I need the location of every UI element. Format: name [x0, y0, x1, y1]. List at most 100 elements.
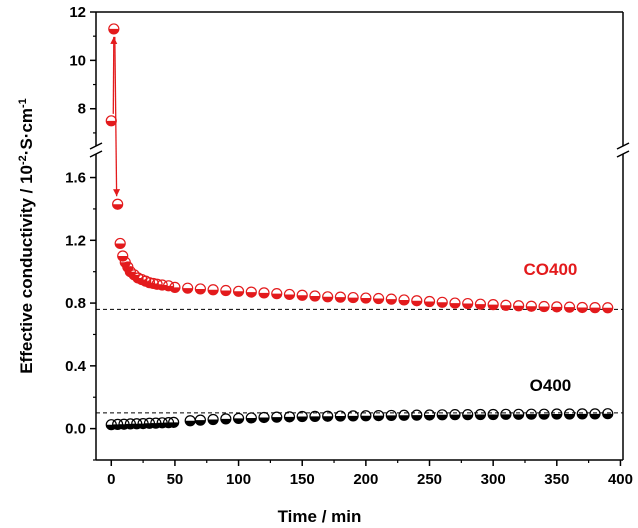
data-point	[462, 409, 474, 421]
data-point	[538, 408, 550, 420]
data-point	[563, 408, 576, 420]
data-point	[258, 411, 270, 424]
marker-outline	[156, 279, 168, 291]
marker-outline	[108, 23, 120, 35]
marker-outline	[360, 292, 372, 304]
marker-outline	[258, 287, 270, 299]
labels: 0 50 100 150 200 250 300 350 400 0.0 0.4 0.8 1.2 1.6 8…	[17, 4, 633, 526]
data-point	[563, 301, 576, 313]
data-point	[232, 285, 245, 297]
arrow-head	[110, 36, 118, 44]
marker-outline	[347, 291, 359, 304]
series-o400	[105, 408, 614, 431]
data-point	[309, 290, 321, 302]
reference-lines	[96, 308, 623, 414]
marker-outline	[334, 410, 347, 422]
y-axis-title: Effective conductivity / 10-2·S·cm-1	[17, 98, 36, 374]
marker-outline	[563, 301, 576, 313]
marker-outline	[589, 408, 601, 420]
data-point	[108, 23, 120, 35]
data-point	[525, 408, 537, 420]
data-point	[423, 409, 436, 421]
x-tick-label: 200	[353, 471, 378, 488]
marker-outline	[296, 410, 308, 423]
marker-outline	[589, 302, 601, 314]
x-tick-label: 300	[481, 471, 506, 488]
marker-outline	[538, 300, 550, 313]
marker-outline	[551, 301, 563, 313]
marker-outline	[411, 409, 423, 421]
marker-outline	[232, 412, 245, 425]
data-point	[220, 413, 232, 425]
marker-outline	[162, 280, 175, 292]
marker-outline	[462, 409, 474, 421]
marker-outline	[474, 408, 487, 421]
arrow-line	[112, 36, 115, 114]
marker-outline	[372, 409, 385, 422]
marker-outline	[487, 299, 499, 311]
x-tick-label: 400	[608, 471, 633, 488]
marker-outline	[169, 281, 181, 293]
marker-outline	[220, 284, 232, 297]
marker-outline	[513, 408, 525, 420]
marker-outline	[112, 198, 124, 210]
data-point	[232, 412, 245, 425]
arrows	[110, 36, 121, 197]
marker-outline	[147, 277, 159, 290]
data-point	[182, 282, 194, 294]
marker-outline	[372, 292, 385, 305]
y-tick-label: 12	[69, 4, 86, 21]
marker-outline	[360, 410, 372, 422]
data-point	[500, 299, 512, 311]
data-point	[589, 302, 601, 314]
marker-outline	[385, 293, 397, 305]
marker-outline	[602, 302, 614, 314]
data-point	[602, 408, 614, 420]
marker-outline	[283, 288, 296, 301]
data-point	[271, 411, 283, 423]
data-point	[309, 410, 321, 422]
marker-outline	[436, 296, 448, 308]
marker-outline	[182, 282, 194, 294]
marker-outline	[245, 286, 257, 298]
data-point	[184, 415, 196, 427]
data-point	[322, 410, 334, 422]
data-point	[168, 416, 180, 428]
marker-outline	[309, 410, 321, 422]
marker-outline	[168, 416, 180, 428]
marker-outline	[258, 411, 270, 424]
marker-outline	[283, 411, 296, 423]
data-point	[334, 291, 347, 303]
marker-outline	[194, 283, 206, 295]
data-point	[322, 291, 334, 303]
data-point	[398, 409, 410, 421]
data-markers	[105, 23, 614, 431]
data-point	[474, 298, 487, 310]
data-point	[207, 413, 219, 426]
data-point	[283, 411, 296, 423]
marker-outline	[500, 408, 512, 420]
data-point	[423, 295, 436, 308]
data-point	[283, 288, 296, 301]
data-point	[117, 250, 129, 262]
data-point	[245, 412, 257, 424]
marker-outline	[194, 414, 206, 426]
data-point	[360, 410, 372, 422]
y-tick-label: 0.4	[65, 358, 87, 375]
y-tick-label: 10	[69, 52, 86, 69]
marker-outline	[117, 250, 129, 262]
x-tick-label: 150	[290, 471, 315, 488]
data-point	[296, 410, 308, 423]
data-point	[372, 292, 385, 305]
data-point	[334, 410, 347, 422]
data-point	[487, 408, 499, 421]
marker-outline	[538, 408, 550, 420]
axis-break-mark	[89, 142, 103, 150]
data-point	[449, 409, 461, 421]
marker-outline	[525, 408, 537, 420]
marker-outline	[436, 409, 448, 421]
marker-outline	[449, 409, 461, 421]
data-point	[296, 289, 308, 301]
marker-outline	[563, 408, 576, 420]
